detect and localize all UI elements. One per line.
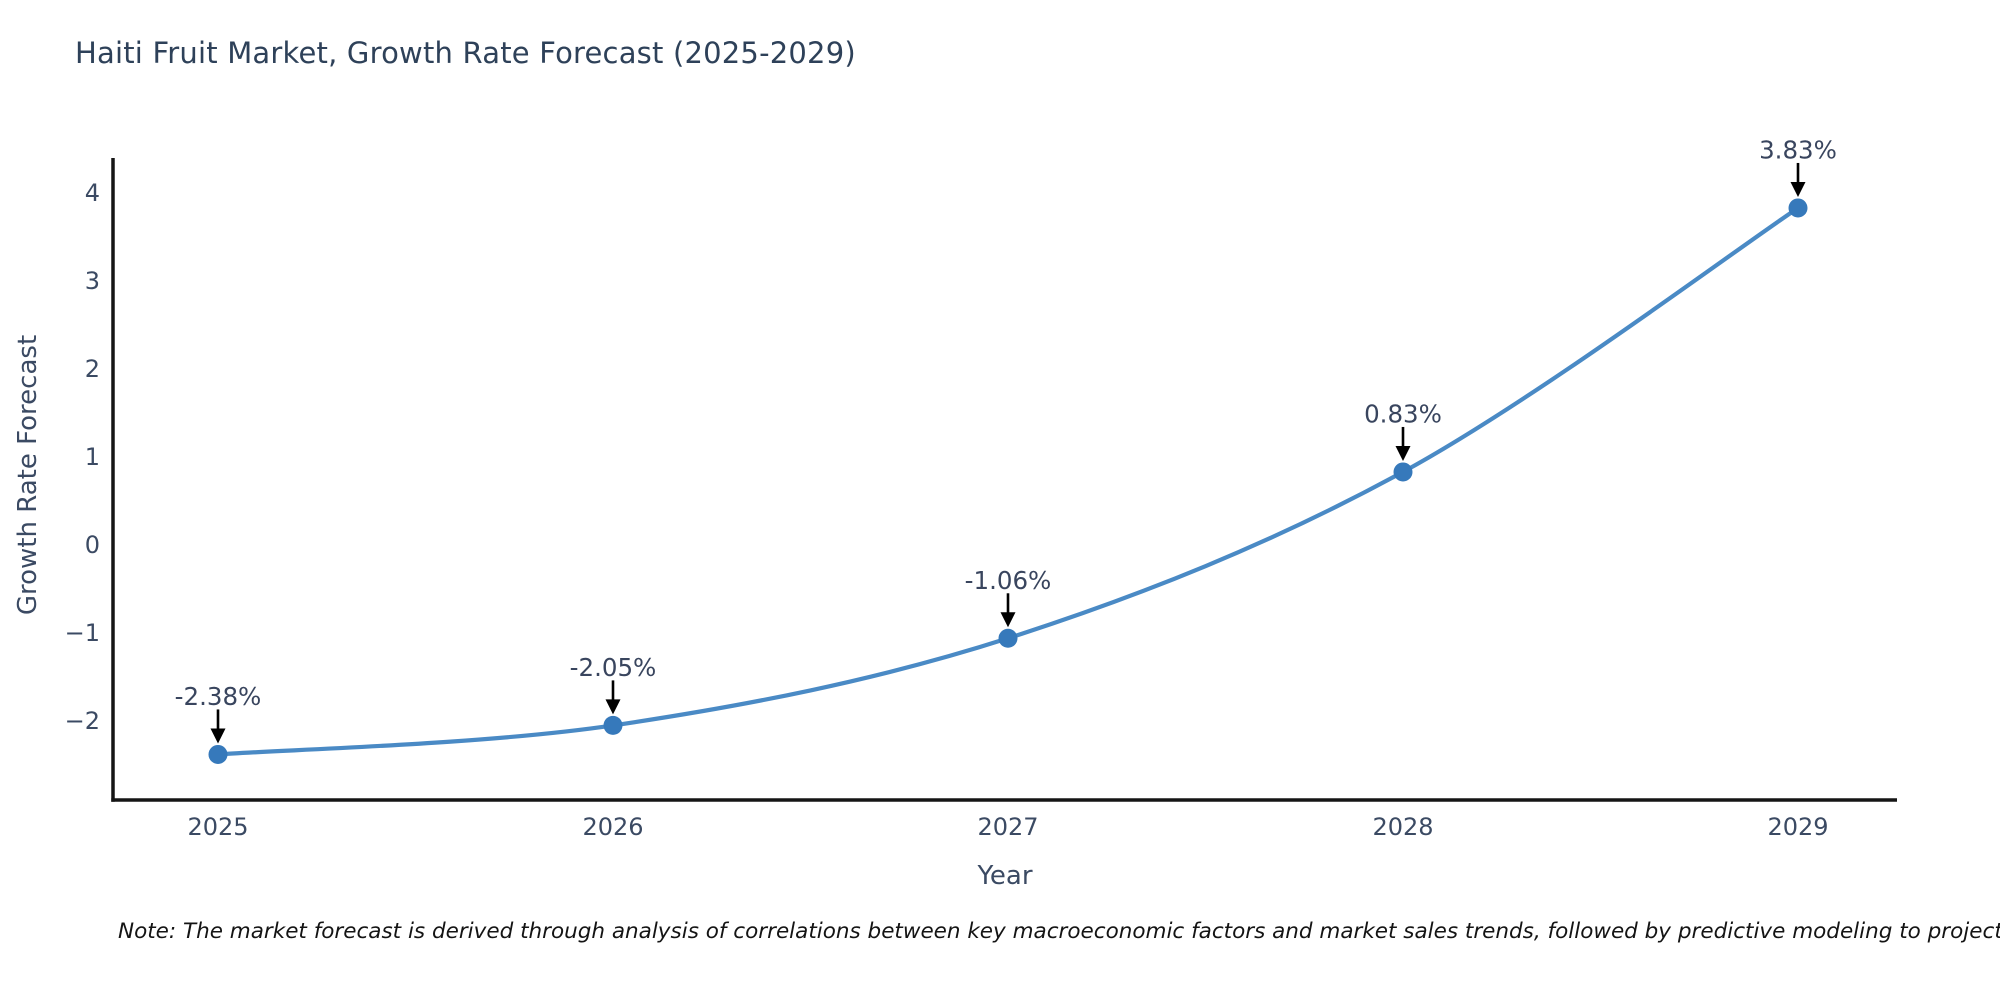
annotation-arrowhead-icon (605, 699, 621, 715)
y-tick-label: 0 (85, 531, 100, 559)
annotation-arrowhead-icon (1790, 181, 1806, 197)
x-axis-label: Year (977, 861, 1033, 891)
x-tick-label: 2026 (582, 813, 643, 841)
y-tick-label: 1 (85, 443, 100, 471)
chart-title: Haiti Fruit Market, Growth Rate Forecast… (75, 36, 856, 70)
data-point-label: 3.83% (1759, 135, 1837, 164)
y-tick-label: −2 (65, 707, 100, 735)
x-tick-label: 2028 (1372, 813, 1433, 841)
footnote: Note: The market forecast is derived thr… (118, 919, 2000, 944)
data-point-label: -2.05% (570, 653, 657, 682)
y-tick-label: −1 (65, 619, 100, 647)
y-tick-label: 3 (85, 267, 100, 295)
y-tick-label: 4 (85, 179, 100, 207)
forecast-line (215, 205, 1801, 757)
annotation-arrowhead-icon (1000, 612, 1016, 628)
data-point-marker (208, 744, 228, 764)
data-point-marker (603, 715, 623, 735)
data-point-marker (998, 628, 1018, 648)
data-point-marker (1393, 462, 1413, 482)
x-tick-label: 2025 (187, 813, 248, 841)
x-tick-label: 2029 (1767, 813, 1828, 841)
annotation-arrowhead-icon (210, 728, 226, 744)
data-point-marker (1788, 198, 1808, 218)
y-tick-label: 2 (85, 355, 100, 383)
data-point-label: 0.83% (1364, 399, 1442, 428)
data-point-label: -1.06% (965, 566, 1052, 595)
data-point-label: -2.38% (175, 682, 262, 711)
annotation-arrowhead-icon (1395, 445, 1411, 461)
x-tick-label: 2027 (977, 813, 1038, 841)
